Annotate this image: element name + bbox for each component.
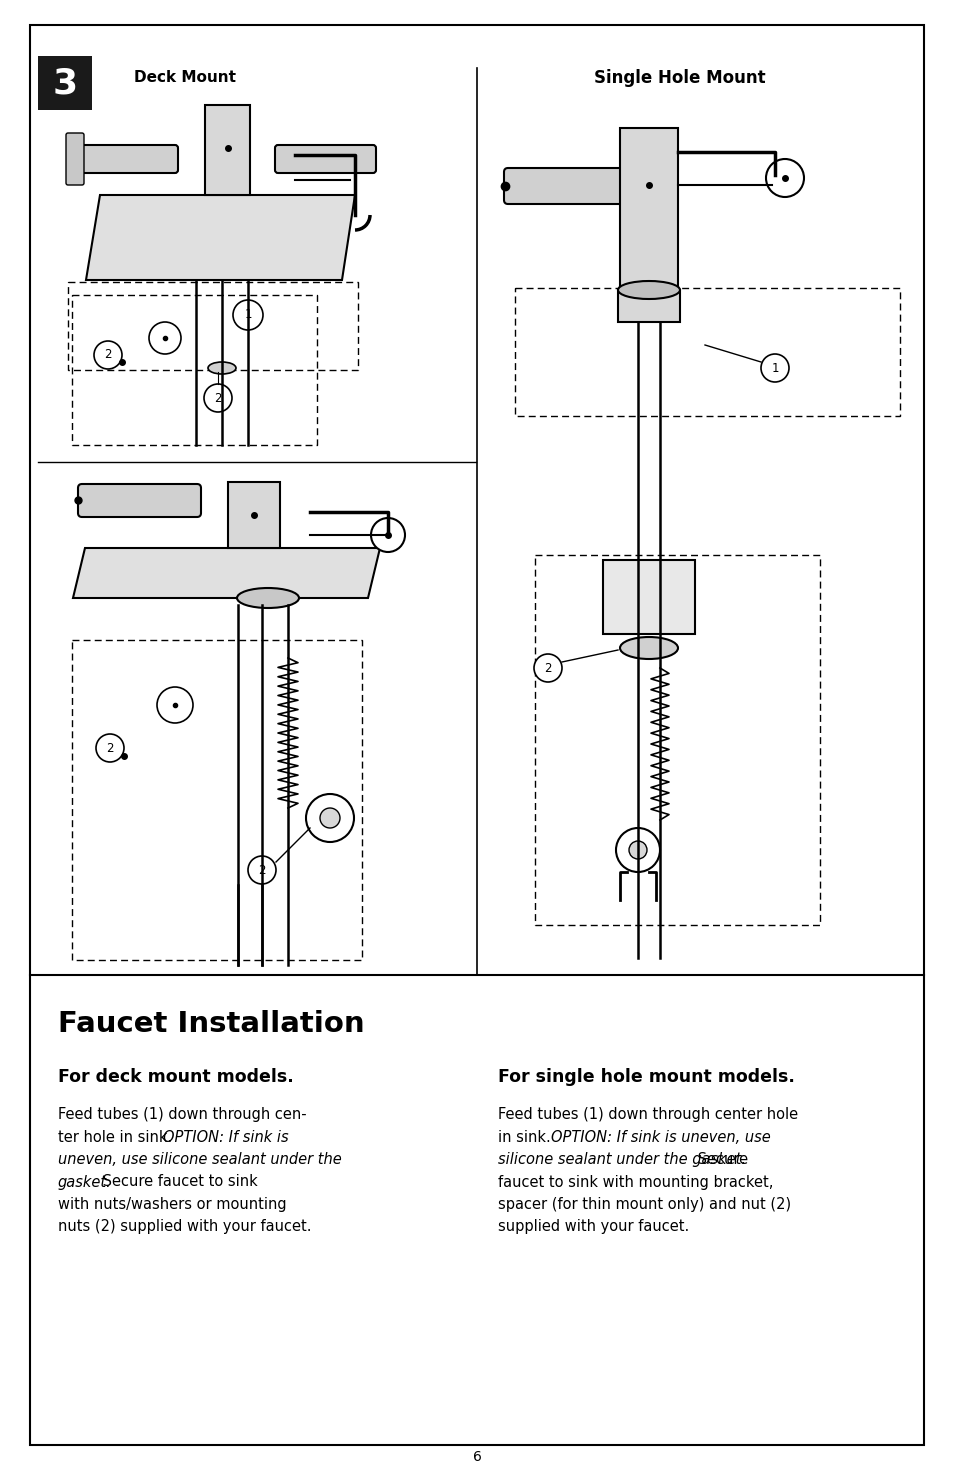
Text: 2: 2 xyxy=(258,863,266,876)
Text: OPTION: If sink is uneven, use: OPTION: If sink is uneven, use xyxy=(550,1130,770,1145)
Text: For single hole mount models.: For single hole mount models. xyxy=(497,1068,794,1086)
FancyBboxPatch shape xyxy=(38,56,91,111)
Text: 2: 2 xyxy=(543,661,551,674)
Text: 6: 6 xyxy=(472,1450,481,1465)
Circle shape xyxy=(94,341,122,369)
Text: Secure: Secure xyxy=(693,1152,748,1167)
Circle shape xyxy=(371,518,405,552)
FancyBboxPatch shape xyxy=(228,482,280,549)
Circle shape xyxy=(248,855,275,884)
Text: Faucet Installation: Faucet Installation xyxy=(58,1010,364,1038)
Circle shape xyxy=(204,384,232,412)
Text: 3: 3 xyxy=(52,66,77,100)
Ellipse shape xyxy=(236,589,298,608)
Circle shape xyxy=(306,794,354,842)
Text: 2: 2 xyxy=(214,391,221,404)
Circle shape xyxy=(534,653,561,681)
Text: supplied with your faucet.: supplied with your faucet. xyxy=(497,1220,688,1235)
Text: Deck Mount: Deck Mount xyxy=(133,71,235,86)
Ellipse shape xyxy=(619,637,678,659)
Text: with nuts/washers or mounting: with nuts/washers or mounting xyxy=(58,1198,286,1212)
Text: Feed tubes (1) down through center hole: Feed tubes (1) down through center hole xyxy=(497,1108,798,1122)
Circle shape xyxy=(765,159,803,198)
Text: Single Hole Mount: Single Hole Mount xyxy=(594,69,765,87)
FancyBboxPatch shape xyxy=(71,145,178,173)
Circle shape xyxy=(760,354,788,382)
Text: uneven, use silicone sealant under the: uneven, use silicone sealant under the xyxy=(58,1152,341,1167)
FancyBboxPatch shape xyxy=(619,128,678,291)
Circle shape xyxy=(233,299,263,330)
Text: Feed tubes (1) down through cen-: Feed tubes (1) down through cen- xyxy=(58,1108,306,1122)
Circle shape xyxy=(157,687,193,723)
FancyBboxPatch shape xyxy=(618,291,679,322)
Circle shape xyxy=(96,735,124,763)
Text: silicone sealant under the gasket.: silicone sealant under the gasket. xyxy=(497,1152,745,1167)
Circle shape xyxy=(616,827,659,872)
Text: 2: 2 xyxy=(106,742,113,755)
FancyBboxPatch shape xyxy=(503,168,646,204)
FancyBboxPatch shape xyxy=(274,145,375,173)
FancyBboxPatch shape xyxy=(205,105,250,195)
Text: in sink.: in sink. xyxy=(497,1130,555,1145)
Text: 1: 1 xyxy=(770,361,778,375)
FancyBboxPatch shape xyxy=(30,25,923,1446)
Text: 2: 2 xyxy=(104,348,112,361)
Polygon shape xyxy=(86,195,355,280)
Text: Secure faucet to sink: Secure faucet to sink xyxy=(98,1174,257,1189)
Circle shape xyxy=(628,841,646,858)
Text: gasket.: gasket. xyxy=(58,1174,112,1189)
Text: ter hole in sink.: ter hole in sink. xyxy=(58,1130,176,1145)
Polygon shape xyxy=(73,549,379,597)
FancyBboxPatch shape xyxy=(78,484,201,518)
Circle shape xyxy=(149,322,181,354)
Ellipse shape xyxy=(208,361,235,375)
Ellipse shape xyxy=(618,282,679,299)
Text: faucet to sink with mounting bracket,: faucet to sink with mounting bracket, xyxy=(497,1174,773,1189)
FancyBboxPatch shape xyxy=(602,560,695,634)
Text: For deck mount models.: For deck mount models. xyxy=(58,1068,294,1086)
Circle shape xyxy=(319,808,339,827)
Text: spacer (for thin mount only) and nut (2): spacer (for thin mount only) and nut (2) xyxy=(497,1198,790,1212)
Text: nuts (2) supplied with your faucet.: nuts (2) supplied with your faucet. xyxy=(58,1220,312,1235)
Text: 1: 1 xyxy=(244,308,252,322)
FancyBboxPatch shape xyxy=(66,133,84,184)
Text: OPTION: If sink is: OPTION: If sink is xyxy=(163,1130,289,1145)
